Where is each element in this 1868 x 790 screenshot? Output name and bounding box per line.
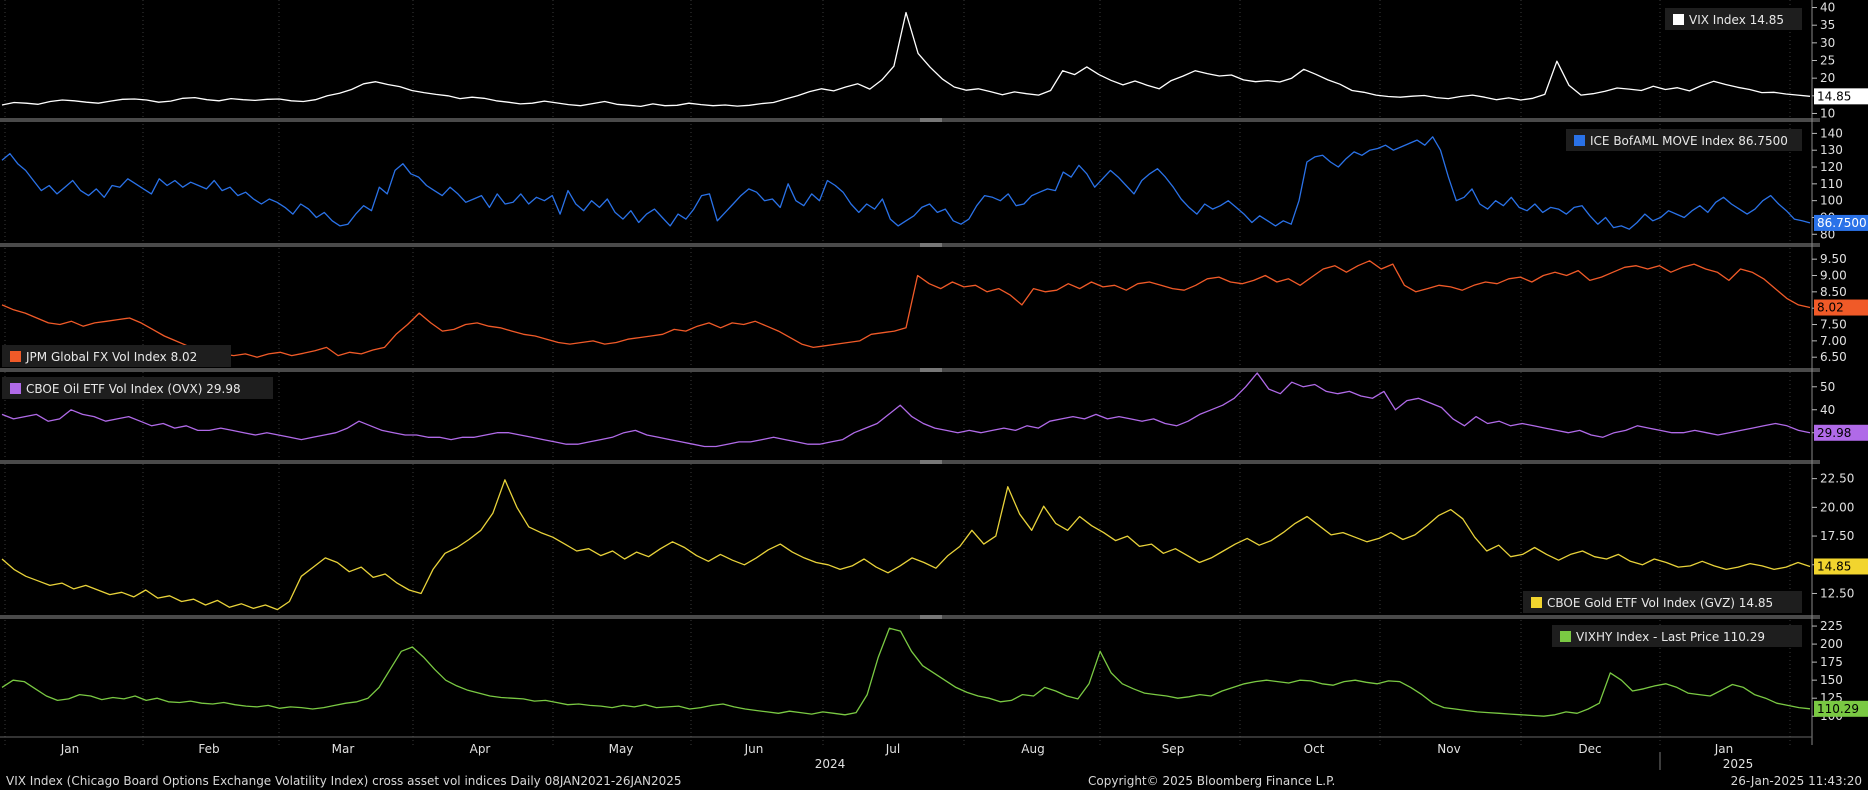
y-tick-label: 22.50	[1820, 472, 1854, 486]
legend-swatch	[1673, 14, 1684, 25]
y-tick-label: 9.50	[1820, 252, 1847, 266]
y-tick-label: 10	[1820, 106, 1835, 120]
legend-box	[1552, 625, 1802, 647]
x-tick-label: Dec	[1578, 742, 1601, 756]
footer-copyright: Copyright© 2025 Bloomberg Finance L.P.	[1088, 774, 1336, 788]
last-value-label: 86.7500	[1817, 216, 1867, 230]
x-tick-label: Mar	[332, 742, 355, 756]
y-tick-label: 100	[1820, 194, 1843, 208]
y-tick-label: 120	[1820, 160, 1843, 174]
last-value-label: 8.02	[1817, 301, 1844, 315]
y-tick-label: 25	[1820, 54, 1835, 68]
x-tick-label: Jun	[744, 742, 764, 756]
series-line	[1, 479, 1811, 611]
legend-box	[2, 345, 231, 367]
legend-label: VIXHY Index - Last Price 110.29	[1576, 630, 1765, 644]
year-label: 2025	[1723, 757, 1754, 771]
series-line	[1, 260, 1811, 358]
footer-timestamp: 26-Jan-2025 11:43:20	[1730, 774, 1862, 788]
x-tick-label: Jan	[1714, 742, 1734, 756]
legend-box	[2, 377, 273, 399]
x-tick-label: Jan	[60, 742, 80, 756]
y-tick-label: 40	[1820, 1, 1835, 15]
footer-description: VIX Index (Chicago Board Options Exchang…	[6, 774, 682, 788]
legend-label: ICE BofAML MOVE Index 86.7500	[1590, 134, 1788, 148]
y-tick-label: 50	[1820, 380, 1835, 394]
y-tick-label: 7.50	[1820, 318, 1847, 332]
last-value-label: 14.85	[1817, 89, 1851, 103]
series-line	[1, 627, 1811, 717]
series-line	[1, 136, 1811, 230]
legend-label: VIX Index 14.85	[1689, 13, 1784, 27]
x-tick-label: Nov	[1437, 742, 1460, 756]
y-tick-label: 200	[1820, 637, 1843, 651]
panel-separator-handle	[920, 243, 942, 247]
series-line	[1, 372, 1811, 448]
y-tick-label: 175	[1820, 655, 1843, 669]
y-tick-label: 35	[1820, 18, 1835, 32]
x-tick-label: Oct	[1304, 742, 1325, 756]
legend-box	[1566, 129, 1802, 151]
panel-separator	[0, 460, 1820, 464]
panel-separator-handle	[920, 368, 942, 372]
y-tick-label: 12.50	[1820, 586, 1854, 600]
legend-box	[1665, 8, 1802, 30]
series-line	[1, 11, 1811, 108]
x-tick-label: Sep	[1162, 742, 1185, 756]
last-value-badge	[1814, 299, 1868, 316]
panel-separator-handle	[920, 460, 942, 464]
last-value-badge	[1814, 424, 1868, 441]
legend-swatch	[10, 351, 21, 362]
last-value-label: 14.85	[1817, 559, 1851, 573]
y-tick-label: 17.50	[1820, 529, 1854, 543]
panel-separator-handle	[920, 118, 942, 122]
legend-swatch	[1560, 631, 1571, 642]
panel-separator	[0, 118, 1820, 122]
y-tick-label: 30	[1820, 36, 1835, 50]
x-tick-label: Apr	[470, 742, 491, 756]
legend-box	[1523, 591, 1802, 613]
panel-separator-handle	[920, 615, 942, 619]
year-label: 2024	[815, 757, 846, 771]
panel-separator	[0, 615, 1820, 619]
y-tick-label: 6.50	[1820, 350, 1847, 364]
legend-label: JPM Global FX Vol Index 8.02	[25, 350, 197, 364]
x-tick-label: May	[609, 742, 634, 756]
y-tick-label: 20.00	[1820, 500, 1854, 514]
legend-swatch	[1574, 135, 1585, 146]
last-value-badge	[1814, 700, 1868, 717]
y-tick-label: 150	[1820, 673, 1843, 687]
legend-label: CBOE Gold ETF Vol Index (GVZ) 14.85	[1547, 596, 1773, 610]
legend-label: CBOE Oil ETF Vol Index (OVX) 29.98	[26, 382, 241, 396]
panel-separator	[0, 243, 1820, 247]
x-tick-label: Jul	[885, 742, 900, 756]
y-tick-label: 40	[1820, 403, 1835, 417]
panel-separator	[0, 368, 1820, 372]
y-tick-label: 140	[1820, 126, 1843, 140]
last-value-badge	[1814, 558, 1868, 575]
y-tick-label: 9.00	[1820, 269, 1847, 283]
legend-swatch	[1531, 597, 1542, 608]
y-tick-label: 110	[1820, 177, 1843, 191]
y-tick-label: 20	[1820, 71, 1835, 85]
y-tick-label: 8.50	[1820, 285, 1847, 299]
x-tick-label: Feb	[198, 742, 219, 756]
last-value-badge	[1814, 214, 1868, 231]
last-value-badge	[1814, 88, 1868, 105]
y-tick-label: 130	[1820, 143, 1843, 157]
y-tick-label: 7.00	[1820, 334, 1847, 348]
x-tick-label: Aug	[1021, 742, 1044, 756]
last-value-label: 110.29	[1817, 702, 1859, 716]
y-tick-label: 225	[1820, 619, 1843, 633]
last-value-label: 29.98	[1817, 426, 1851, 440]
legend-swatch	[10, 383, 21, 394]
